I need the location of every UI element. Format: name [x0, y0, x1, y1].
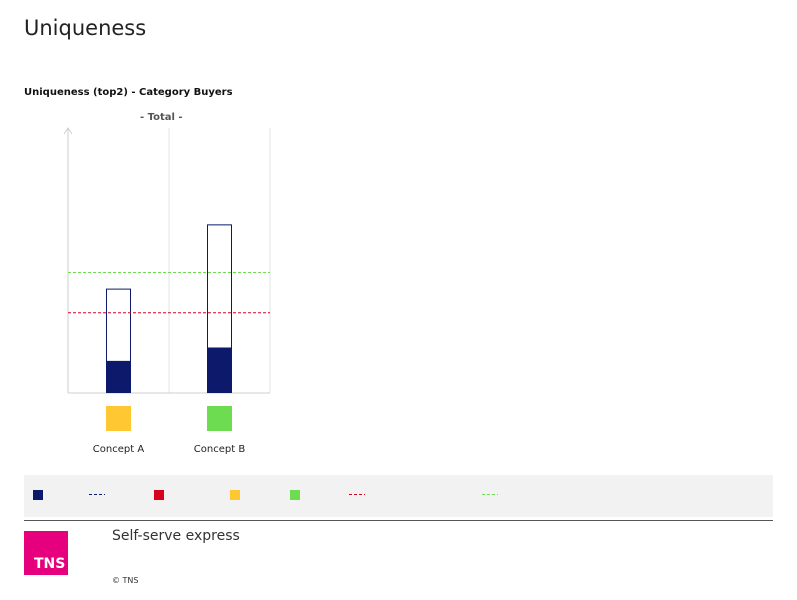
green-square-icon: [290, 490, 300, 500]
bar-filled-2: [207, 347, 232, 393]
legend-icons: [33, 490, 498, 500]
bar-filled-1: [106, 360, 131, 393]
category-marker-1: [106, 406, 131, 431]
category-label-1: Concept A: [93, 444, 145, 455]
footer-divider: [24, 520, 773, 521]
bar-chart: Concept A Concept B: [63, 127, 271, 455]
chart-title: Uniqueness (top2) - Category Buyers: [24, 87, 233, 98]
red-square-icon: [154, 490, 164, 500]
category-marker-2: [207, 406, 232, 431]
logo-text: TNS: [34, 556, 66, 572]
product-name: Self-serve express: [112, 528, 240, 544]
chart-subtitle: - Total -: [140, 112, 183, 123]
filled-navy-square-icon: [33, 490, 43, 500]
yellow-square-icon: [230, 490, 240, 500]
tns-logo: TNS: [24, 531, 68, 575]
page-title: Uniqueness: [24, 16, 147, 40]
copyright-text: © TNS: [112, 576, 139, 585]
y-axis-arrow: [63, 127, 73, 135]
legend: [24, 475, 773, 517]
category-label-2: Concept B: [194, 444, 246, 455]
